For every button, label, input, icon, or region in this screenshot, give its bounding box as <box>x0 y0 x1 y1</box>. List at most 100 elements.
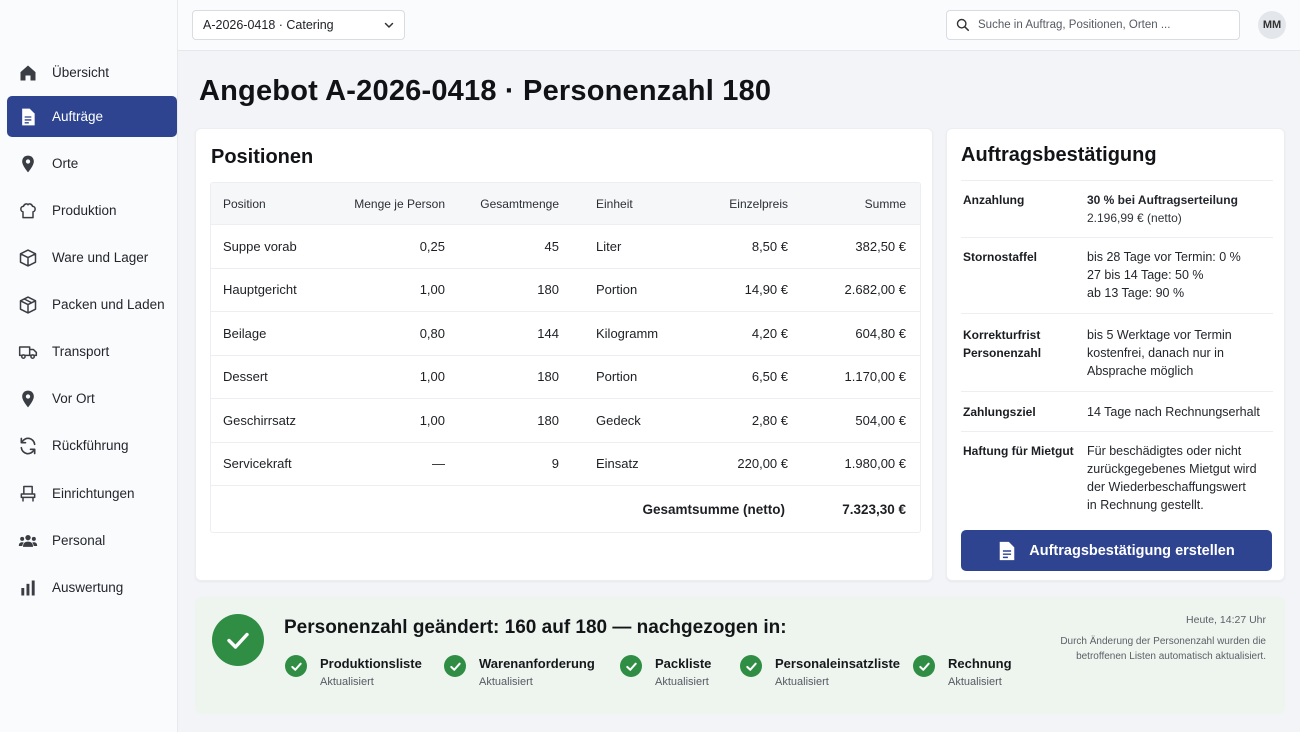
synced-list-status: Aktualisiert <box>655 676 709 688</box>
term-liability: Haftung für Mietgut Für beschädigtes ode… <box>961 431 1273 521</box>
search-input[interactable] <box>978 19 1228 31</box>
cell-total-qty: 180 <box>537 282 559 298</box>
search-icon <box>956 18 970 32</box>
people-icon <box>18 531 38 551</box>
cell-per-person: 0,80 <box>419 325 445 341</box>
order-select-value: A-2026-0418 · Catering <box>203 18 334 32</box>
cancel-line: 27 bis 14 Tage: 50 % <box>1087 268 1204 282</box>
check-icon <box>285 655 307 677</box>
document-icon <box>18 107 38 127</box>
cell-unit-price: 8,50 € <box>751 238 788 254</box>
package-icon <box>18 295 38 315</box>
sidebar-item-ware-und-lager[interactable]: Ware und Lager <box>7 237 177 278</box>
sidebar-item-label: Vor Ort <box>52 391 95 406</box>
sidebar-item-label: Übersicht <box>52 65 110 80</box>
term-key-cancellation: Stornostaffel <box>963 250 1038 264</box>
sidebar-item-rueckfuehrung[interactable]: Rückführung <box>7 425 177 466</box>
cell-unit-price: 4,20 € <box>751 325 788 341</box>
confirmation-heading: Auftragsbestätigung <box>961 144 1157 166</box>
correction-key-line: Korrekturfrist <box>963 328 1041 342</box>
cell-position: Dessert <box>223 369 268 385</box>
table-header-row: Position Menge je Person Gesamtmenge Ein… <box>211 183 920 225</box>
table-row[interactable]: Dessert 1,00 180 Portion 6,50 € 1.170,00… <box>211 356 920 399</box>
term-cancellation: Stornostaffel bis 28 Tage vor Termin: 0 … <box>961 237 1273 313</box>
sidebar-item-uebersicht[interactable]: Übersicht <box>7 52 177 93</box>
synced-list-label: Rechnung <box>948 656 1012 671</box>
sidebar-item-label: Auswertung <box>52 580 124 595</box>
sidebar-item-label: Packen und Laden <box>52 297 165 312</box>
cell-unit: Gedeck <box>596 412 641 428</box>
sidebar-item-orte[interactable]: Orte <box>7 143 177 184</box>
positions-table: Position Menge je Person Gesamtmenge Ein… <box>210 182 921 533</box>
table-row[interactable]: Suppe vorab 0,25 45 Liter 8,50 € 382,50 … <box>211 225 920 269</box>
correction-line: kostenfrei, danach nur in <box>1087 346 1224 360</box>
synced-list-label: Packliste <box>655 656 712 671</box>
cell-sum: 382,50 € <box>855 238 906 254</box>
column-header-total-qty: Gesamtmenge <box>480 196 559 211</box>
sidebar-item-auswertung[interactable]: Auswertung <box>7 567 177 608</box>
sidebar-item-transport[interactable]: Transport <box>7 331 177 372</box>
sidebar-item-label: Ware und Lager <box>52 250 149 265</box>
sidebar-item-vor-ort[interactable]: Vor Ort <box>7 378 177 419</box>
term-value-cancellation: bis 28 Tage vor Termin: 0 % 27 bis 14 Ta… <box>1087 248 1273 302</box>
column-header-per-person: Menge je Person <box>354 196 445 211</box>
sidebar-item-label: Produktion <box>52 203 117 218</box>
term-payment: Zahlungsziel 14 Tage nach Rechnungserhal… <box>961 391 1273 431</box>
table-total-row: Gesamtsumme (netto) 7.323,30 € <box>211 486 920 532</box>
map-pin-icon <box>18 154 38 174</box>
sidebar-item-einrichtungen[interactable]: Einrichtungen <box>7 473 177 514</box>
term-key-liability: Haftung für Mietgut <box>963 444 1074 458</box>
check-icon <box>913 655 935 677</box>
synced-list-label: Warenanforderung <box>479 656 595 671</box>
liability-line: zurückgegebenes Mietgut wird <box>1087 462 1257 476</box>
total-label: Gesamtsumme (netto) <box>642 501 785 517</box>
cell-position: Geschirrsatz <box>223 412 296 428</box>
sidebar-item-packen-und-laden[interactable]: Packen und Laden <box>7 284 177 325</box>
avatar[interactable]: MM <box>1258 11 1286 39</box>
table-row[interactable]: Hauptgericht 1,00 180 Portion 14,90 € 2.… <box>211 269 920 312</box>
term-key-payment: Zahlungsziel <box>963 405 1036 419</box>
table-row[interactable]: Geschirrsatz 1,00 180 Gedeck 2,80 € 504,… <box>211 399 920 443</box>
bar-chart-icon <box>18 578 38 598</box>
topbar: A-2026-0418 · Catering MM <box>178 0 1300 51</box>
cell-sum: 504,00 € <box>855 412 906 428</box>
create-confirmation-label: Auftragsbestätigung erstellen <box>1029 542 1235 559</box>
cell-position: Beilage <box>223 325 267 341</box>
sidebar-item-auftraege[interactable]: Aufträge <box>7 96 177 137</box>
order-select[interactable]: A-2026-0418 · Catering <box>192 10 405 40</box>
chair-icon <box>18 484 38 504</box>
sidebar: Übersicht Aufträge Orte Produktion Ware … <box>0 0 178 732</box>
return-arrows-icon <box>18 436 38 456</box>
chevron-down-icon <box>384 22 394 28</box>
term-key-deposit: Anzahlung <box>963 193 1025 207</box>
cell-per-person: 1,00 <box>419 412 445 428</box>
cell-per-person: 0,25 <box>419 238 445 254</box>
term-value-liability: Für beschädigtes oder nicht zurückgegebe… <box>1087 442 1273 514</box>
check-circle-icon <box>212 614 264 666</box>
table-row[interactable]: Servicekraft — 9 Einsatz 220,00 € 1.980,… <box>211 443 920 486</box>
cell-per-person: — <box>432 456 445 472</box>
term-value-deposit: 30 % bei Auftragserteilung 2.196,99 € (n… <box>1087 191 1273 227</box>
search-box <box>946 10 1240 40</box>
cell-unit: Einsatz <box>596 456 639 472</box>
cell-position: Suppe vorab <box>223 238 297 254</box>
cell-unit: Kilogramm <box>596 325 659 341</box>
sidebar-item-produktion[interactable]: Produktion <box>7 190 177 231</box>
cell-position: Servicekraft <box>223 456 292 472</box>
box-icon <box>18 248 38 268</box>
positions-heading: Positionen <box>211 146 314 168</box>
update-timestamp: Heute, 14:27 Uhr <box>1186 614 1266 626</box>
positions-card: Positionen Position Menge je Person Gesa… <box>195 128 933 581</box>
cell-per-person: 1,00 <box>419 369 445 385</box>
check-icon <box>740 655 762 677</box>
truck-icon <box>18 342 38 362</box>
sidebar-item-personal[interactable]: Personal <box>7 520 177 561</box>
home-icon <box>18 63 38 83</box>
create-confirmation-button[interactable]: Auftragsbestätigung erstellen <box>961 530 1272 571</box>
cell-total-qty: 144 <box>537 325 559 341</box>
cell-unit: Portion <box>596 369 638 385</box>
term-key-correction: Korrekturfrist Personenzahl <box>963 326 1081 362</box>
table-row[interactable]: Beilage 0,80 144 Kilogramm 4,20 € 604,80… <box>211 312 920 356</box>
total-value: 7.323,30 € <box>842 501 906 517</box>
correction-key-line: Personenzahl <box>963 346 1042 360</box>
